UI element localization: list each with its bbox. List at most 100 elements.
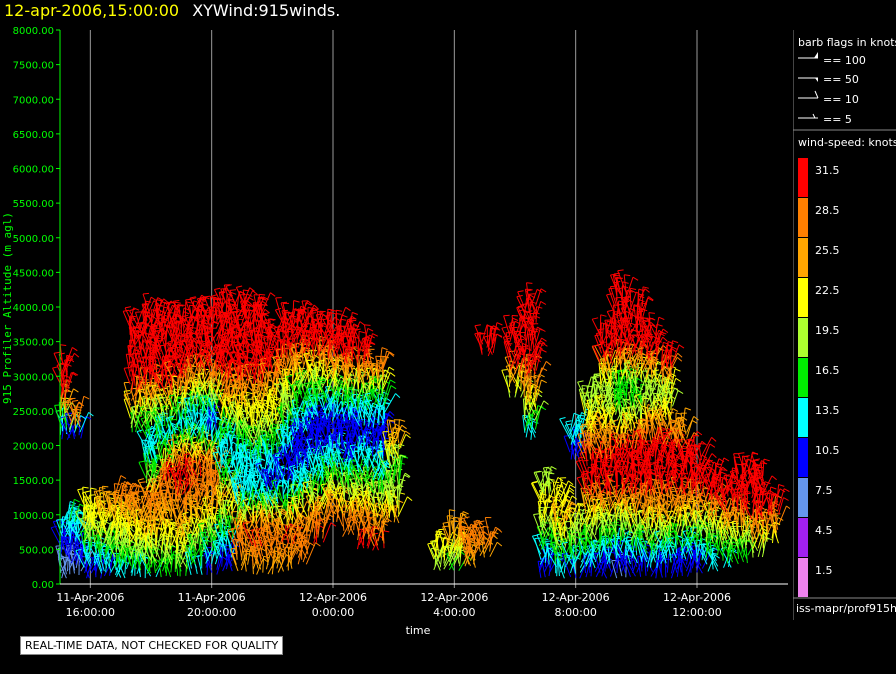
wind-barb	[202, 352, 211, 371]
wind-barb	[69, 402, 80, 425]
wind-barb	[226, 413, 233, 431]
wind-barb-flag	[174, 390, 180, 396]
wind-barb	[141, 395, 152, 413]
wind-barb	[205, 468, 211, 487]
wind-barb-flag	[89, 494, 96, 496]
wind-barb	[219, 421, 222, 440]
wind-barb	[100, 508, 106, 528]
wind-barb	[220, 329, 227, 347]
wind-barb	[211, 417, 218, 435]
wind-barb	[149, 363, 156, 388]
wind-barb	[161, 324, 165, 342]
wind-barb-flag	[133, 307, 140, 311]
wind-barb	[129, 484, 139, 505]
wind-barb-flag	[181, 464, 188, 466]
wind-barb-flag	[182, 438, 189, 441]
wind-barb	[185, 299, 194, 321]
wind-barb-flag	[168, 325, 175, 327]
wind-barb	[142, 356, 147, 375]
wind-barb	[180, 539, 186, 559]
wind-barb-flag	[158, 397, 165, 399]
wind-barb	[155, 418, 161, 443]
wind-barb	[164, 457, 171, 480]
wind-barb	[139, 367, 146, 392]
wind-barb	[71, 536, 76, 556]
wind-barb	[65, 518, 75, 533]
wind-barb	[136, 323, 148, 342]
wind-barb-flag	[219, 388, 226, 391]
wind-barb-flag	[145, 300, 152, 303]
wind-barb-flag	[239, 294, 246, 296]
title-datetime: 12-apr-2006,15:00:00	[4, 1, 180, 20]
wind-barb-flag	[204, 295, 211, 298]
wind-barb	[104, 522, 112, 541]
wind-barb	[198, 451, 208, 474]
wind-barb	[146, 492, 155, 510]
wind-barb-flag	[228, 469, 235, 472]
wind-barb	[70, 401, 80, 417]
wind-barb-flag	[118, 502, 126, 506]
wind-barb-flag	[225, 498, 232, 503]
wind-barb-flag	[86, 507, 93, 511]
wind-barb-flag	[154, 370, 161, 374]
wind-barb	[184, 301, 187, 322]
wind-barb	[165, 433, 172, 454]
wind-barb	[168, 501, 177, 518]
wind-barb	[159, 345, 168, 365]
wind-barb	[113, 543, 121, 565]
wind-barb	[181, 418, 187, 440]
wind-barb-flag	[212, 506, 219, 510]
wind-barb	[84, 499, 92, 518]
wind-barb	[200, 307, 209, 325]
wind-barb-flag	[299, 438, 306, 441]
wind-barb	[65, 547, 68, 566]
wind-barb	[161, 300, 172, 322]
wind-barb-flag	[203, 324, 210, 329]
wind-barb	[160, 543, 164, 567]
wind-barb	[176, 444, 185, 467]
wind-barb	[150, 479, 161, 501]
wind-barb	[207, 524, 218, 543]
wind-barb	[157, 475, 163, 493]
wind-barb-flag	[137, 321, 144, 325]
wind-barb	[237, 320, 247, 336]
wind-barb	[191, 300, 195, 319]
wind-barb	[170, 551, 174, 573]
wind-barb	[218, 471, 222, 494]
wind-barb	[123, 540, 132, 560]
wind-barb-flag	[139, 481, 146, 484]
wind-barb	[121, 495, 131, 512]
wind-barb	[109, 554, 114, 576]
wind-barb	[186, 370, 189, 392]
wind-barb	[81, 492, 92, 509]
wind-barb	[129, 339, 131, 358]
wind-barb-flag	[53, 351, 60, 354]
wind-barb	[155, 501, 167, 523]
wind-barb-flag	[167, 453, 174, 456]
wind-barb	[221, 288, 225, 312]
wind-barb	[232, 335, 236, 355]
wind-barb	[130, 546, 137, 563]
wind-barb	[136, 335, 147, 356]
wind-barb	[60, 356, 69, 375]
wind-barb-flag	[60, 344, 67, 346]
wind-barb	[159, 459, 166, 477]
wind-barb	[168, 464, 177, 481]
wind-barb-flag	[129, 527, 135, 533]
wind-barb	[225, 293, 228, 312]
wind-barb	[70, 528, 73, 551]
wind-barb	[69, 499, 75, 522]
wind-barb	[153, 408, 162, 426]
wind-barb-flag	[72, 346, 78, 352]
wind-barb	[157, 415, 166, 434]
wind-barb	[214, 524, 223, 548]
wind-barb-flag	[294, 358, 301, 361]
wind-barb	[194, 508, 202, 527]
wind-barb	[139, 555, 152, 577]
wind-barb	[202, 369, 207, 392]
wind-barb-flag	[214, 287, 221, 290]
wind-barb	[138, 547, 147, 564]
wind-barb	[148, 365, 151, 385]
wind-barb-flag	[129, 317, 136, 320]
wind-barb	[160, 490, 167, 514]
